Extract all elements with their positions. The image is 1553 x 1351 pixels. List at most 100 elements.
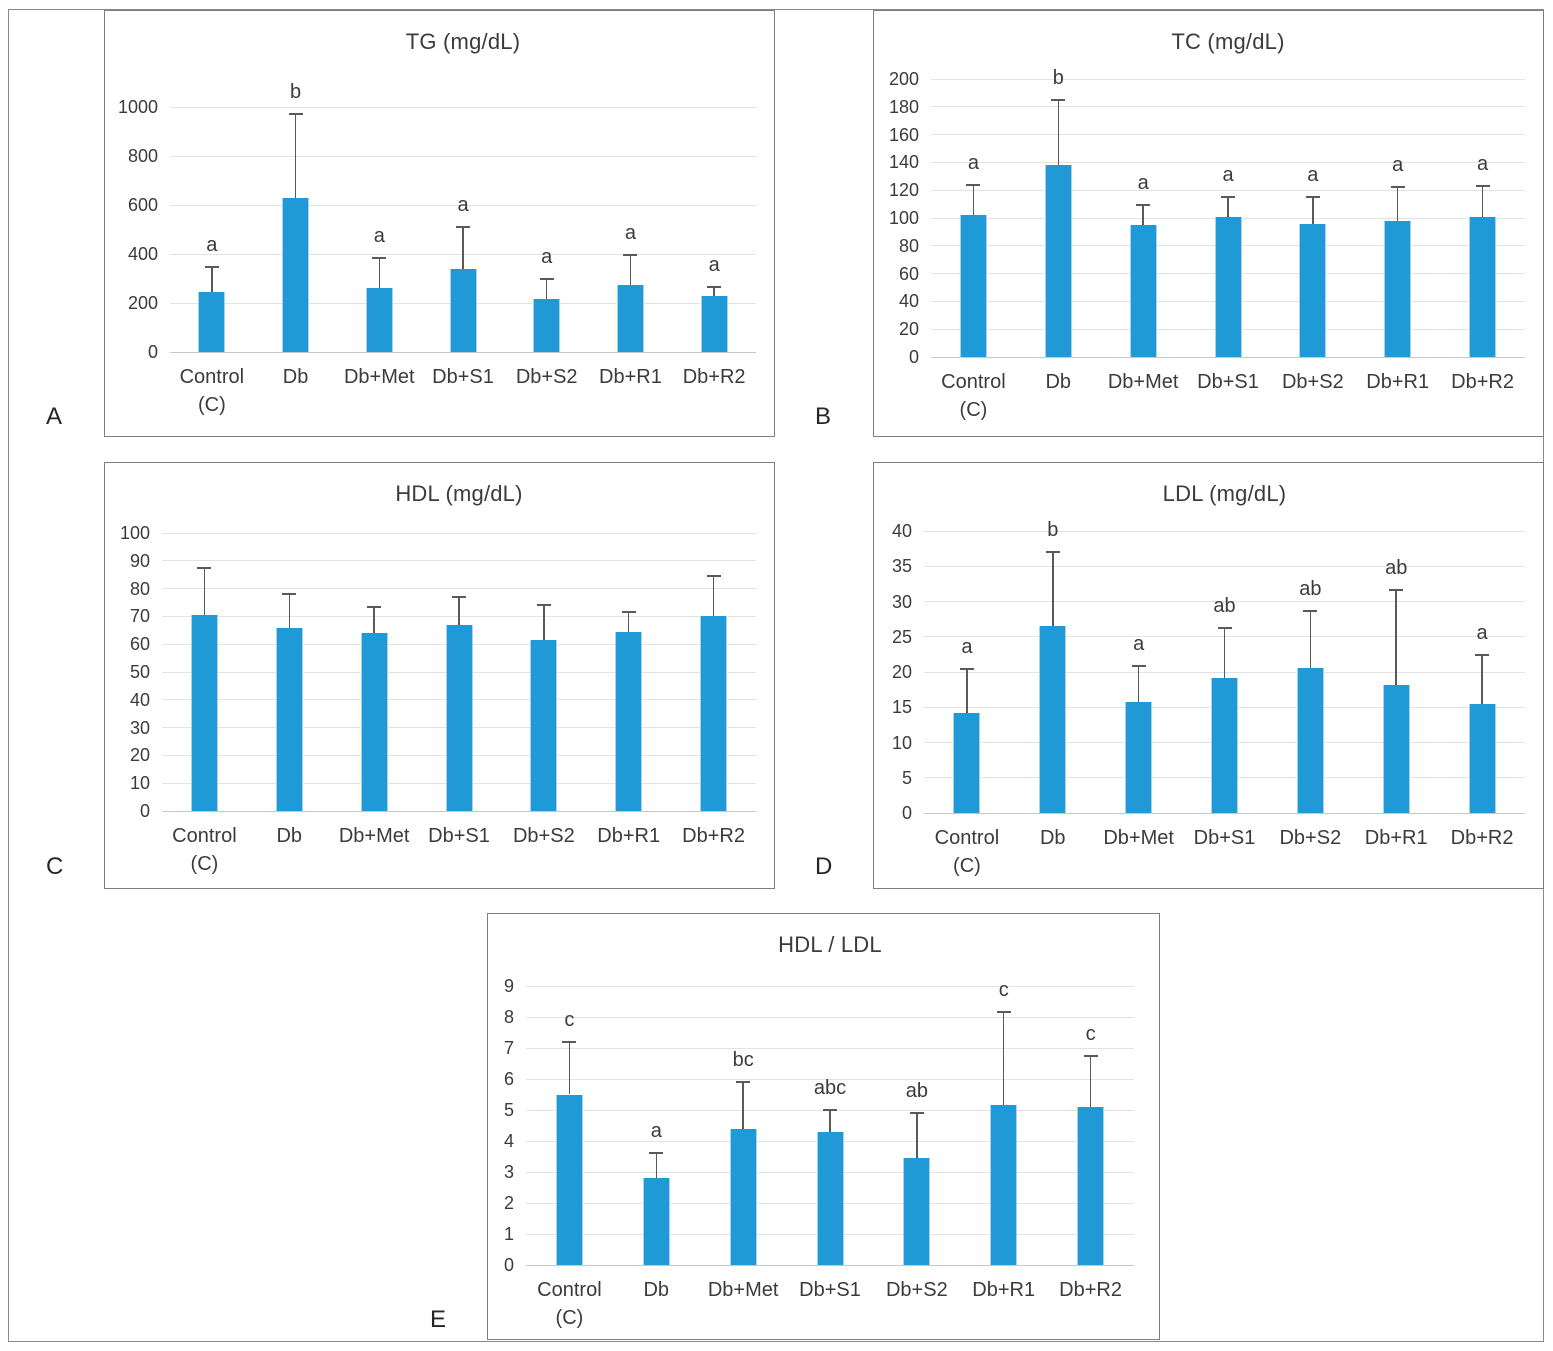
x-tick-label: Db+R2 [682, 825, 745, 847]
sig-letter: abc [813, 1077, 847, 1099]
plot-area-ldl: 0 5 10 15 20 25 30 35 40 a Control (C) b Db a Db+Met ab… [874, 463, 1543, 888]
sig-letter: b [1052, 66, 1064, 89]
error-bar [203, 567, 206, 615]
x-tick-label: Db [276, 825, 303, 847]
sig-letter: a [373, 224, 385, 247]
sig-letter: a [206, 234, 218, 257]
error-cap [539, 277, 554, 280]
x-tick-label: Db+S2 [1281, 371, 1344, 393]
x-tick-label: Db+R2 [1450, 827, 1514, 849]
error-cap [706, 575, 721, 578]
sig-letter: b [290, 81, 302, 104]
error-cap [649, 1152, 664, 1155]
gridline [931, 134, 1525, 136]
bar [729, 1128, 757, 1265]
error-bar [1312, 197, 1314, 224]
error-bar [288, 594, 291, 628]
x-tick-label: Db+R1 [1364, 827, 1428, 849]
bar [1214, 216, 1242, 357]
error-bar [1396, 187, 1399, 221]
y-tick-label: 70 [129, 606, 150, 627]
bar [816, 1131, 844, 1265]
sig-letter: ab [1385, 557, 1408, 580]
error-cap [736, 1081, 751, 1084]
gridline [924, 812, 1525, 814]
bar [700, 616, 728, 811]
gridline [931, 356, 1525, 358]
y-tick-label: 100 [888, 208, 919, 228]
error-bar [629, 255, 632, 285]
y-tick-label: 80 [129, 578, 150, 599]
error-bar [211, 267, 213, 292]
x-tick-label: Db+R1 [599, 366, 662, 388]
error-bar [568, 1041, 571, 1095]
bar [360, 633, 388, 811]
gridline [924, 530, 1525, 532]
panel-d-ldl-chart: LDL (mg/dL) 0 5 10 15 20 25 30 35 40 a Control (C)… [873, 462, 1544, 889]
x-tick-label: Control (C) [941, 371, 1006, 421]
error-cap [456, 226, 470, 229]
y-tick-label: 100 [119, 523, 150, 543]
y-tick-label: 5 [901, 767, 912, 788]
bar [953, 712, 981, 813]
sig-letter: a [1392, 154, 1404, 177]
x-tick-label: Db+S1 [428, 825, 490, 847]
x-tick-label: Control (C) [537, 1279, 602, 1329]
error-bar [829, 1110, 831, 1132]
y-tick-label: 180 [888, 96, 919, 117]
error-cap [909, 1112, 924, 1115]
y-tick-label: 0 [139, 801, 150, 821]
sig-letter: c [1085, 1022, 1096, 1045]
panel-label-c: C [46, 853, 64, 880]
y-tick-label: 1 [503, 1224, 514, 1244]
error-bar [378, 257, 381, 289]
error-bar [1481, 186, 1484, 217]
error-cap [621, 611, 636, 614]
y-tick-label: 600 [127, 195, 158, 215]
error-bar [1309, 611, 1312, 669]
x-tick-label: Db+R1 [972, 1279, 1036, 1301]
sig-letter: bc [732, 1049, 754, 1072]
x-tick-label: Db+S1 [1197, 371, 1259, 393]
y-tick-label: 0 [147, 342, 158, 362]
chart-title-hdl: HDL (mg/dL) [395, 481, 523, 506]
y-tick-label: 2 [503, 1193, 514, 1213]
error-cap [707, 286, 722, 289]
bar [275, 627, 303, 811]
sig-letter: a [961, 636, 973, 659]
y-tick-label: 40 [891, 521, 912, 541]
error-bar [462, 227, 464, 269]
panel-c-hdl-chart: HDL (mg/dL) 0 10 20 30 40 50 60 70 80 90 100 Contro… [104, 462, 775, 889]
bar [1211, 677, 1238, 813]
panel-label-a: A [46, 403, 63, 430]
error-bar [1227, 197, 1229, 217]
error-cap [197, 566, 212, 569]
error-cap [1305, 196, 1320, 199]
bar [1384, 220, 1412, 357]
y-tick-label: 800 [127, 146, 158, 166]
error-bar [1052, 552, 1054, 627]
error-bar [1057, 99, 1060, 166]
bar [642, 1178, 670, 1265]
panel-a-tg-chart: TG (mg/dL) 0 200 400 600 800 1000 a Control (C)… [104, 10, 775, 437]
error-bar [742, 1082, 744, 1129]
x-tick-label: Db+S2 [1279, 827, 1342, 849]
y-tick-label: 5 [503, 1100, 514, 1120]
bar [1039, 626, 1067, 813]
error-bar [713, 287, 715, 296]
gridline [526, 1016, 1134, 1018]
panel-e-hdl-ldl-chart: HDL / LDL 0 1 2 3 4 5 6 7 8 9 c Control (C) a Db bc Db+… [487, 913, 1160, 1340]
x-tick-label: Db+Met [338, 825, 410, 847]
error-cap [1303, 610, 1318, 613]
bar [445, 624, 473, 811]
x-tick-label: Db+R1 [597, 825, 661, 847]
y-tick-label: 20 [898, 319, 919, 340]
error-cap [562, 1040, 577, 1043]
y-tick-label: 60 [129, 634, 150, 655]
y-tick-label: 60 [898, 263, 919, 284]
x-tick-label: Db+S1 [1193, 827, 1256, 849]
chart-title-hdl-ldl: HDL / LDL [778, 932, 882, 957]
bar [190, 615, 218, 811]
sig-letter: ab [1299, 578, 1322, 601]
sig-letter: a [967, 151, 979, 174]
